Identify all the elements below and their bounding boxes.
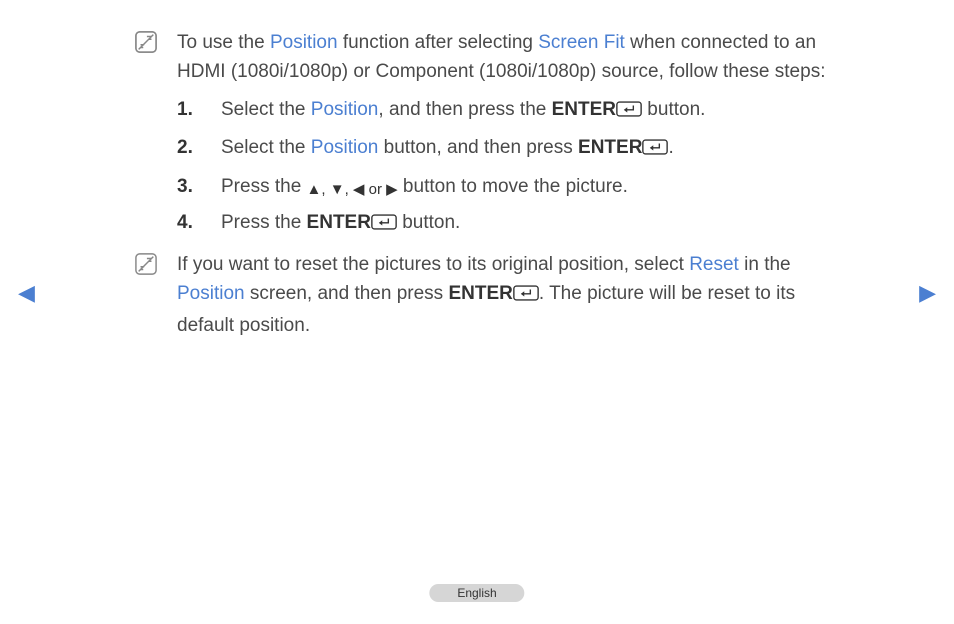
note-block-2: If you want to reset the pictures to its…	[135, 250, 835, 340]
bold-enter: ENTER	[578, 137, 642, 158]
step-2: 2. Select the Position button, and then …	[177, 133, 835, 164]
link-position: Position	[311, 137, 379, 158]
step-number: 4.	[177, 208, 193, 237]
step-number: 2.	[177, 133, 193, 162]
text: button to move the picture.	[398, 176, 628, 197]
text: button.	[642, 99, 705, 120]
nav-next-button[interactable]: ▶	[919, 280, 936, 306]
text: Press the	[221, 212, 307, 233]
link-reset: Reset	[689, 254, 739, 275]
text: screen, and then press	[245, 283, 449, 304]
language-badge: English	[429, 584, 524, 602]
text: Select the	[221, 137, 311, 158]
bold-enter: ENTER	[448, 283, 512, 304]
text: button.	[397, 212, 460, 233]
text: Press the	[221, 176, 307, 197]
text: .	[668, 137, 673, 158]
step-3: 3. Press the ▲, ▼, ◀ or ▶ button to move…	[177, 172, 835, 201]
step-4: 4. Press the ENTER button.	[177, 208, 835, 239]
enter-icon	[616, 97, 642, 126]
note2-text: If you want to reset the pictures to its…	[177, 254, 795, 336]
enter-icon	[642, 135, 668, 164]
nav-prev-button[interactable]: ◀	[18, 280, 35, 306]
bold-enter: ENTER	[307, 212, 371, 233]
note-icon	[135, 31, 157, 53]
note-icon	[135, 253, 157, 275]
steps-list: 1. Select the Position, and then press t…	[177, 95, 835, 240]
step-number: 3.	[177, 172, 193, 201]
document-body: To use the Position function after selec…	[135, 28, 835, 348]
note1-text: To use the Position function after selec…	[177, 32, 825, 82]
text: button, and then press	[378, 137, 578, 158]
text: function after selecting	[338, 32, 539, 53]
step-number: 1.	[177, 95, 193, 124]
link-screen-fit: Screen Fit	[538, 32, 625, 53]
bold-enter: ENTER	[552, 99, 616, 120]
enter-icon	[513, 281, 539, 310]
text: To use the	[177, 32, 270, 53]
enter-icon	[371, 210, 397, 239]
direction-arrows: ▲, ▼, ◀ or ▶	[307, 178, 398, 201]
note-block-1: To use the Position function after selec…	[135, 28, 835, 87]
link-position: Position	[177, 283, 245, 304]
link-position: Position	[270, 32, 338, 53]
text: Select the	[221, 99, 311, 120]
text: , and then press the	[378, 99, 551, 120]
text: If you want to reset the pictures to its…	[177, 254, 689, 275]
step-1: 1. Select the Position, and then press t…	[177, 95, 835, 126]
text: in the	[739, 254, 791, 275]
link-position: Position	[311, 99, 379, 120]
